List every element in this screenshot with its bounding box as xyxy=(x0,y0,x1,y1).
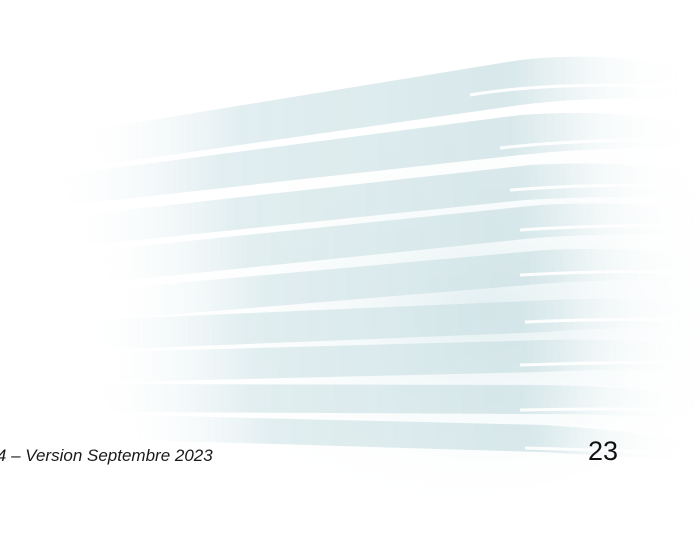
footer-version-text: 024 – Version Septembre 2023 xyxy=(0,446,213,465)
page-number: 23 xyxy=(588,436,619,466)
